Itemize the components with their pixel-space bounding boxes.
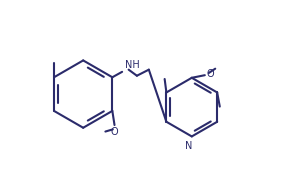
Text: O: O: [207, 69, 215, 79]
Text: NH: NH: [125, 60, 139, 70]
Text: N: N: [185, 141, 193, 151]
Text: O: O: [111, 127, 118, 137]
